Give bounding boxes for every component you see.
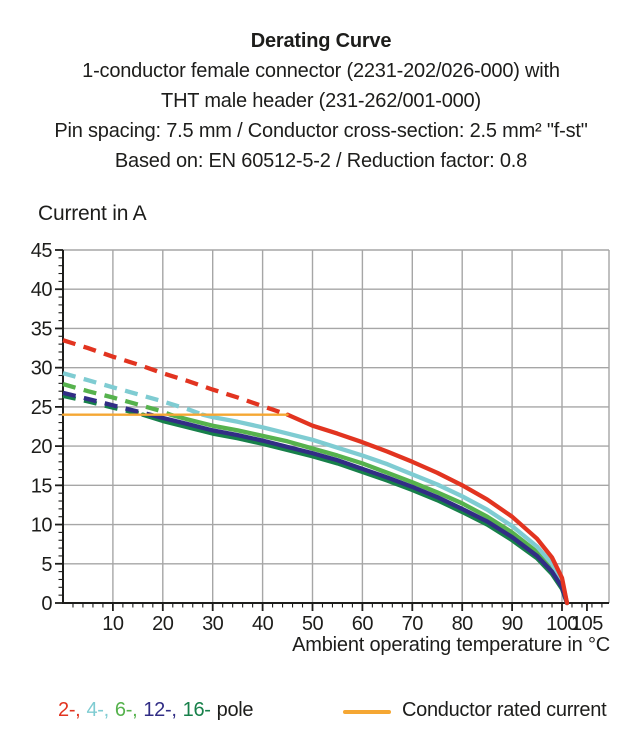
y-tick-label: 20 — [31, 436, 53, 458]
y-tick-label: 0 — [41, 593, 52, 615]
rated-current-label: Conductor rated current — [402, 699, 607, 721]
y-tick-label: 25 — [31, 397, 53, 419]
rated-current-line-swatch — [343, 709, 391, 714]
chart-header: Derating Curve 1-conductor female connec… — [0, 26, 642, 176]
y-tick-label: 35 — [31, 318, 53, 340]
legend-pole-item-2: 2-, — [58, 699, 81, 721]
x-axis-title: Ambient operating temperature in °C — [292, 634, 610, 656]
curve-6-pole-solid — [168, 412, 570, 606]
y-tick-label: 30 — [31, 358, 53, 380]
y-tick-label: 10 — [31, 515, 53, 537]
y-tick-label: 45 — [31, 240, 53, 262]
x-tick-label: 70 — [402, 613, 424, 635]
chart-legend: 2-, 4-, 6-, 12-, 16- pole Conductor rated cur… — [0, 699, 642, 729]
x-tick-label: 40 — [252, 613, 274, 635]
legend-pole-item-12: 12-, — [143, 699, 177, 721]
x-tick-label: 80 — [452, 613, 474, 635]
curve-6-pole-dashed — [62, 382, 172, 417]
legend-pole-item-16: 16- — [182, 699, 211, 721]
curve-4-pole-solid — [200, 412, 570, 606]
y-axis-title: Current in A — [38, 202, 147, 225]
curve-12-pole-solid — [148, 412, 570, 606]
curve-12-pole-dashed — [62, 390, 151, 417]
x-tick-label: 30 — [202, 613, 224, 635]
x-tick-label: 10 — [102, 613, 124, 635]
curve-2-pole-solid — [285, 412, 570, 606]
x-tick-label: 105 — [571, 613, 603, 635]
y-tick-label: 5 — [41, 554, 52, 576]
x-tick-label: 100 — [546, 613, 578, 635]
chart-subtitle-line-4: Based on: EN 60512-5-2 / Reduction facto… — [114, 150, 528, 172]
x-tick-label: 90 — [501, 613, 523, 635]
curve-4-pole-dashed — [62, 371, 204, 417]
curve-2-pole-dashed — [62, 338, 289, 417]
chart-subtitle-line-3: Pin spacing: 7.5 mm / Conductor cross-se… — [54, 120, 588, 142]
legend-pole-suffix: pole — [216, 699, 254, 721]
y-tick-label: 15 — [31, 475, 53, 497]
chart-subtitle-line-2: THT male header (231-262/001-000) — [161, 90, 481, 112]
legend-pole-item-4: 4-, — [86, 699, 109, 721]
legend-pole-item-6: 6-, — [114, 699, 138, 721]
x-tick-label: 60 — [352, 613, 374, 635]
x-tick-label: 20 — [152, 613, 174, 635]
y-tick-label: 40 — [31, 279, 53, 301]
pole-count-legend: 2-, 4-, 6-, 12-, 16- pole — [58, 699, 259, 722]
rated-current-legend: Conductor rated current — [343, 699, 607, 722]
chart-subtitle-line-1: 1-conductor female connector (2231-202/0… — [82, 60, 560, 82]
curve-16-pole-dashed — [62, 393, 144, 417]
chart-title: Derating Curve — [250, 30, 392, 52]
x-tick-label: 50 — [302, 613, 324, 635]
